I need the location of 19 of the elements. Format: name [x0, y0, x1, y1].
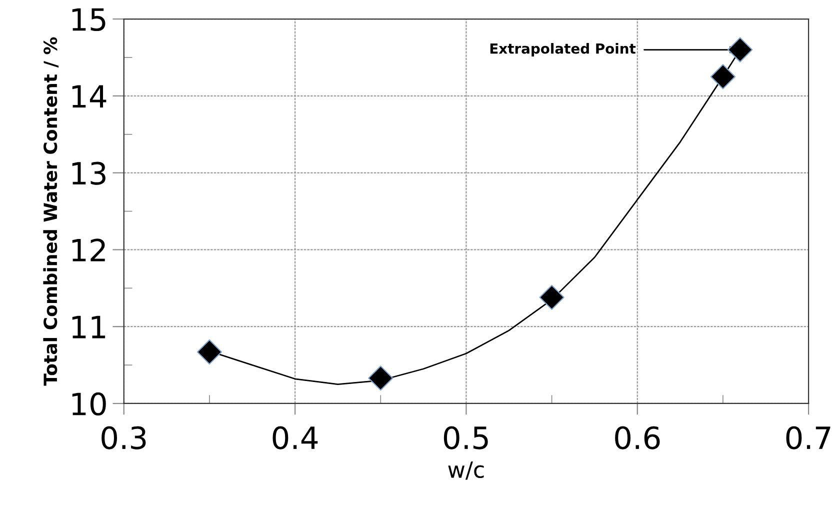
- annotation: Extrapolated Point: [490, 43, 636, 56]
- point: [368, 366, 394, 391]
- x-tick-label: 0.5: [444, 426, 488, 450]
- x-tick-label: 0.3: [102, 426, 146, 450]
- y-tick-label: 11: [72, 316, 106, 338]
- x-axis-title: w/c: [448, 462, 484, 480]
- y-tick-label: 13: [72, 162, 106, 185]
- x-tick-label: 0.7: [786, 426, 830, 450]
- y-tick-label: 14: [72, 85, 106, 108]
- point: [539, 284, 564, 310]
- point: [196, 339, 222, 365]
- y-tick-label: 15: [72, 8, 106, 32]
- y-tick-label: 10: [72, 392, 106, 416]
- y-axis-title: Total Combined Water Content / %: [43, 37, 59, 386]
- point: [710, 64, 736, 90]
- y-tick-label: 12: [72, 238, 105, 262]
- x-tick-label: 0.4: [272, 426, 318, 450]
- point: [727, 37, 753, 62]
- x-tick-label: 0.6: [615, 426, 660, 450]
